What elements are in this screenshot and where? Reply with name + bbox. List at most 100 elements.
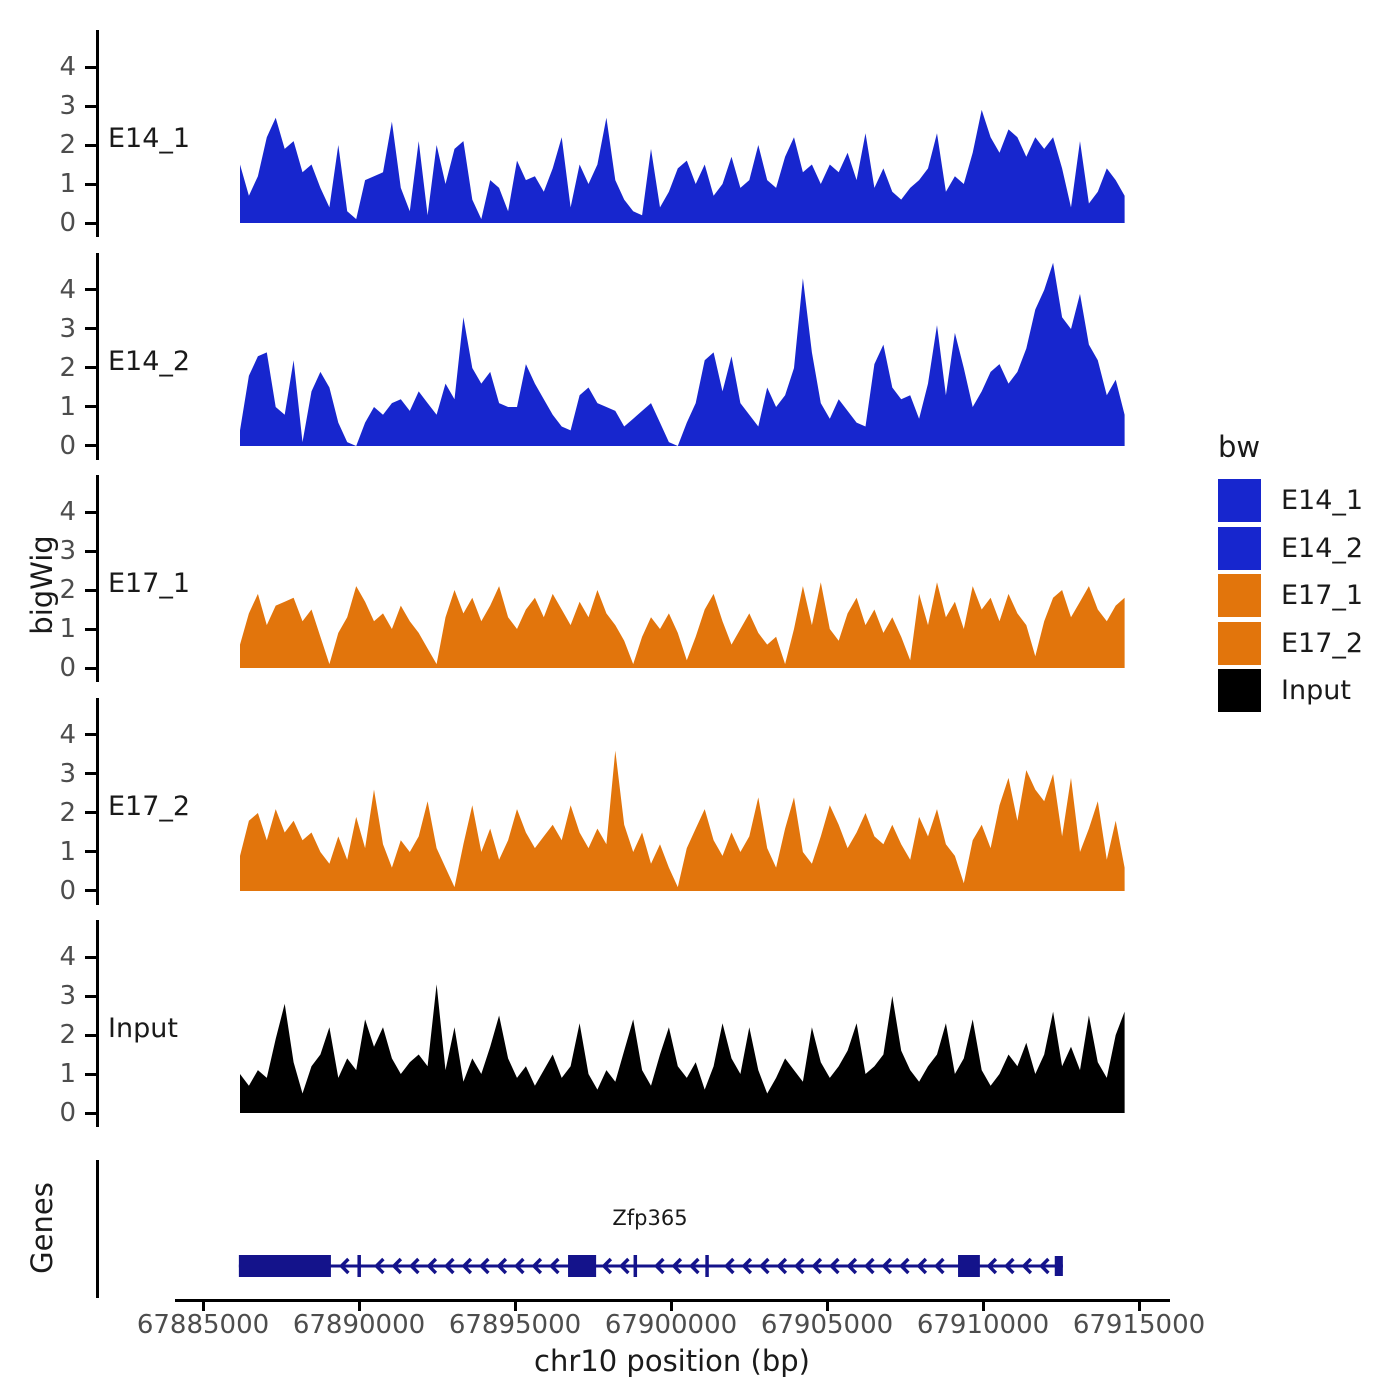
legend-label-E17_2: E17_2	[1281, 627, 1364, 659]
x-tick-label: 67915000	[1072, 1310, 1206, 1340]
y-tick-label: 2	[59, 1020, 76, 1050]
x-tick-label: 67910000	[916, 1310, 1050, 1340]
x-tick-mark	[981, 1302, 985, 1311]
y-tick-mark	[85, 588, 96, 592]
y-tick-mark	[85, 889, 96, 892]
gene-exon	[238, 1255, 331, 1277]
strand-arrow-left	[881, 1257, 893, 1275]
legend-swatch-E14_2	[1218, 526, 1261, 570]
y-tick-label: 2	[59, 575, 76, 605]
strand-arrow-left	[758, 1257, 770, 1275]
strand-arrow-left	[443, 1257, 455, 1275]
x-tick-label: 67885000	[136, 1310, 270, 1340]
strand-arrow-left	[933, 1257, 945, 1275]
track-label-Input: Input	[108, 1013, 178, 1044]
y-tick-label: 3	[59, 536, 76, 566]
strand-arrow-left	[531, 1257, 543, 1275]
gene-exon	[1054, 1256, 1063, 1276]
strand-arrow-left	[846, 1257, 858, 1275]
y-tick-label: 0	[59, 653, 76, 683]
legend-swatch-Input	[1218, 669, 1261, 712]
strand-arrow-left	[863, 1257, 875, 1275]
legend-label-Input: Input	[1281, 675, 1351, 706]
track-label-E14_2: E14_2	[108, 345, 191, 377]
track-y-axis-line	[96, 920, 99, 1127]
y-tick-mark	[85, 549, 96, 553]
gene-exon	[357, 1255, 361, 1277]
strand-arrow-left	[916, 1257, 928, 1275]
track-y-axis-line	[96, 30, 99, 237]
strand-arrow-left	[1038, 1257, 1050, 1275]
strand-arrow-left	[793, 1257, 805, 1275]
strand-arrow-left	[776, 1257, 788, 1275]
y-tick-mark	[85, 405, 96, 408]
y-tick-mark	[85, 65, 96, 69]
y-tick-mark	[85, 850, 96, 853]
strand-arrow-left	[618, 1257, 630, 1275]
y-tick-label: 1	[59, 391, 76, 422]
legend-label-E14_2: E14_2	[1281, 532, 1364, 564]
x-tick-mark	[825, 1302, 829, 1311]
x-tick-mark	[201, 1302, 205, 1311]
strand-arrow-left	[986, 1257, 998, 1275]
y-tick-mark	[85, 221, 96, 225]
y-tick-label: 2	[59, 352, 76, 383]
y-tick-mark	[85, 733, 96, 736]
y-tick-mark	[85, 1072, 96, 1076]
strand-arrow-left	[391, 1257, 403, 1275]
signal-area-Input	[240, 984, 1126, 1113]
strand-arrow-left	[811, 1257, 823, 1275]
y-tick-mark	[85, 1033, 96, 1037]
x-axis-title: chr10 position (bp)	[534, 1344, 810, 1378]
x-tick-mark	[357, 1302, 361, 1311]
track-y-axis-line	[96, 475, 99, 682]
y-tick-mark	[85, 1111, 96, 1115]
y-tick-mark	[85, 811, 96, 814]
y-tick-label: 4	[59, 719, 76, 750]
y-tick-mark	[85, 444, 96, 447]
gene-exon	[633, 1255, 638, 1277]
y-tick-label: 1	[59, 1059, 76, 1089]
gene-label: Zfp365	[612, 1206, 688, 1230]
signal-area-E14_2	[240, 262, 1126, 446]
y-tick-label: 4	[59, 942, 76, 972]
x-tick-label: 67900000	[604, 1310, 738, 1340]
x-tick-mark	[669, 1302, 673, 1311]
legend-swatch-E17_2	[1218, 621, 1261, 665]
strand-arrow-left	[513, 1257, 525, 1275]
strand-arrow-left	[373, 1257, 385, 1275]
x-tick-label: 67895000	[448, 1310, 582, 1340]
y-tick-label: 0	[59, 208, 76, 238]
strand-arrow-left	[1003, 1257, 1015, 1275]
track-y-axis-line	[96, 252, 99, 460]
gene-exon	[958, 1255, 980, 1277]
y-tick-mark	[85, 288, 96, 291]
strand-arrow-left	[688, 1257, 700, 1275]
genes-axis-line	[96, 1160, 99, 1298]
legend-swatch-E14_1	[1218, 479, 1261, 522]
y-tick-mark	[85, 994, 96, 998]
track-label-E14_1: E14_1	[108, 123, 191, 154]
y-tick-label: 1	[59, 614, 76, 644]
y-tick-label: 3	[59, 313, 76, 344]
y-tick-label: 0	[59, 1098, 76, 1128]
strand-arrow-left	[461, 1257, 473, 1275]
gene-exon	[705, 1255, 709, 1277]
strand-arrow-left	[601, 1257, 613, 1275]
strand-arrow-left	[1021, 1257, 1033, 1275]
strand-arrow-left	[408, 1257, 420, 1275]
signal-area-E17_2	[240, 750, 1126, 891]
strand-arrow-left	[548, 1257, 560, 1275]
strand-arrow-left	[723, 1257, 735, 1275]
y-tick-mark	[85, 666, 96, 670]
y-tick-mark	[85, 143, 96, 147]
y-tick-mark	[85, 627, 96, 631]
x-tick-mark	[1137, 1302, 1141, 1311]
y-tick-label: 3	[59, 91, 76, 121]
y-tick-label: 4	[59, 274, 76, 305]
y-tick-mark	[85, 772, 96, 775]
y-tick-label: 3	[59, 981, 76, 1011]
legend-label-E14_1: E14_1	[1281, 485, 1364, 516]
y-tick-mark	[85, 104, 96, 108]
